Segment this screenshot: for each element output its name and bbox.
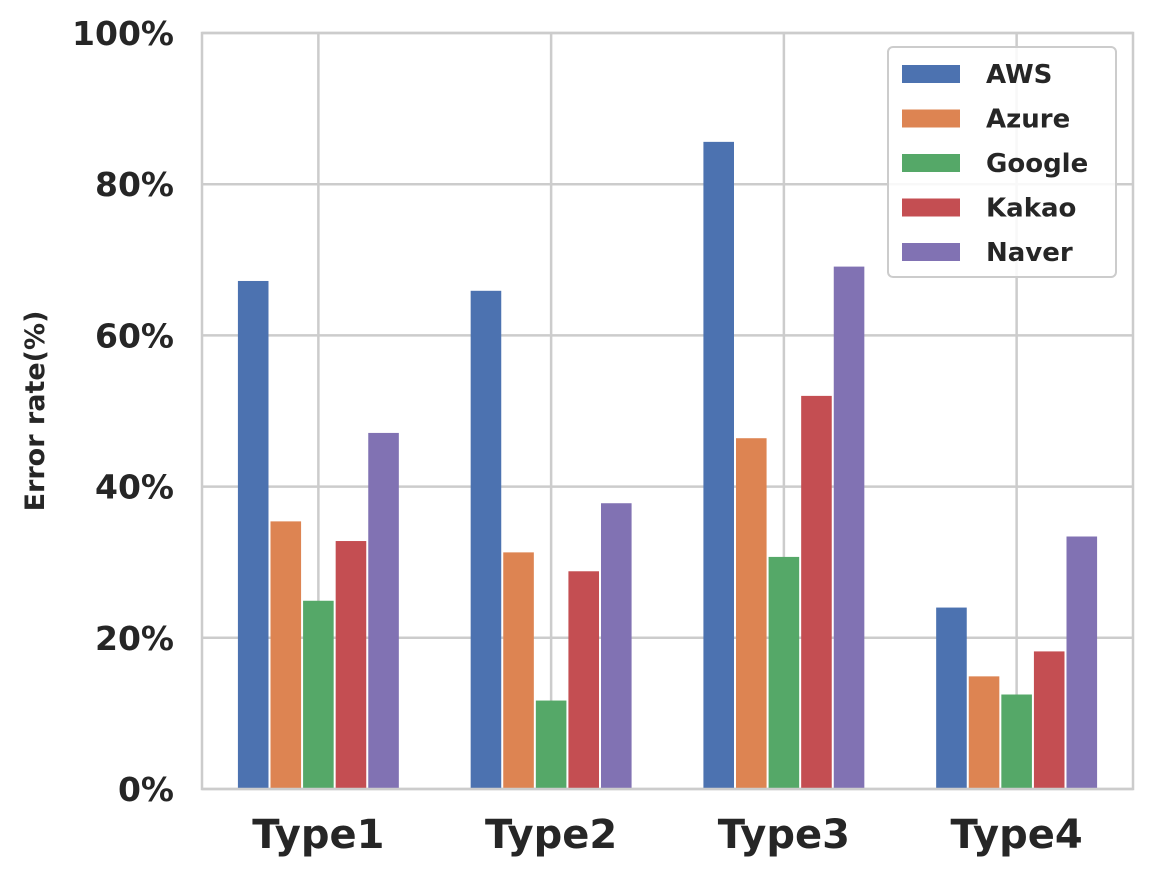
bar-google-type4: [1001, 694, 1032, 789]
legend-swatch-google: [902, 154, 960, 172]
bar-azure-type3: [735, 438, 767, 789]
bar-google-type1: [303, 600, 334, 789]
legend-swatch-kakao: [902, 198, 960, 217]
legend-label-naver: Naver: [986, 238, 1073, 268]
legend-label-google: Google: [986, 149, 1088, 179]
bar-naver-type2: [601, 503, 632, 789]
bar-aws-type3: [703, 141, 734, 789]
legend-label-kakao: Kakao: [986, 194, 1076, 224]
bar-aws-type2: [470, 290, 502, 789]
bar-kakao-type4: [1033, 651, 1065, 789]
bar-kakao-type2: [568, 571, 600, 789]
bar-naver-type1: [368, 432, 399, 789]
y-tick-label: 20%: [95, 619, 174, 658]
plot-frame: [200, 31, 1135, 791]
legend-swatch-aws: [902, 65, 960, 83]
y-tick-label: 0%: [118, 770, 174, 809]
bar-naver-type3: [833, 266, 865, 789]
x-tick-label: Type4: [951, 812, 1083, 858]
bar-kakao-type1: [335, 541, 367, 789]
y-tick-label: 80%: [95, 165, 174, 204]
y-tick-label: 60%: [95, 316, 174, 355]
bars: [237, 141, 1098, 789]
bar-aws-type1: [237, 280, 269, 789]
x-tick-label: Type3: [718, 812, 850, 858]
bar-azure-type2: [503, 552, 534, 789]
legend-label-azure: Azure: [986, 105, 1070, 135]
x-tick-label: Type1: [252, 812, 384, 858]
legend-swatch-azure: [902, 109, 960, 128]
y-tick-labels: 0% 20% 40% 60% 80% 100%: [72, 14, 174, 809]
x-tick-labels: Type1 Type2 Type3 Type4: [252, 812, 1082, 858]
x-tick-label: Type2: [485, 812, 617, 858]
y-tick-label: 100%: [72, 14, 174, 53]
legend: AWS Azure Google Kakao Naver: [887, 46, 1117, 278]
legend-swatch-naver: [902, 243, 960, 261]
bar-aws-type4: [936, 607, 967, 789]
y-axis-label: Error rate(%): [20, 311, 51, 512]
y-tick-label: 40%: [95, 468, 174, 507]
bar-google-type3: [768, 556, 800, 789]
bar-kakao-type3: [801, 395, 832, 789]
bar-azure-type4: [968, 676, 1000, 789]
bar-naver-type4: [1066, 536, 1098, 789]
legend-box: [887, 46, 1117, 278]
bar-azure-type1: [270, 521, 302, 789]
legend-label-aws: AWS: [986, 60, 1052, 90]
bar-google-type2: [535, 700, 567, 789]
